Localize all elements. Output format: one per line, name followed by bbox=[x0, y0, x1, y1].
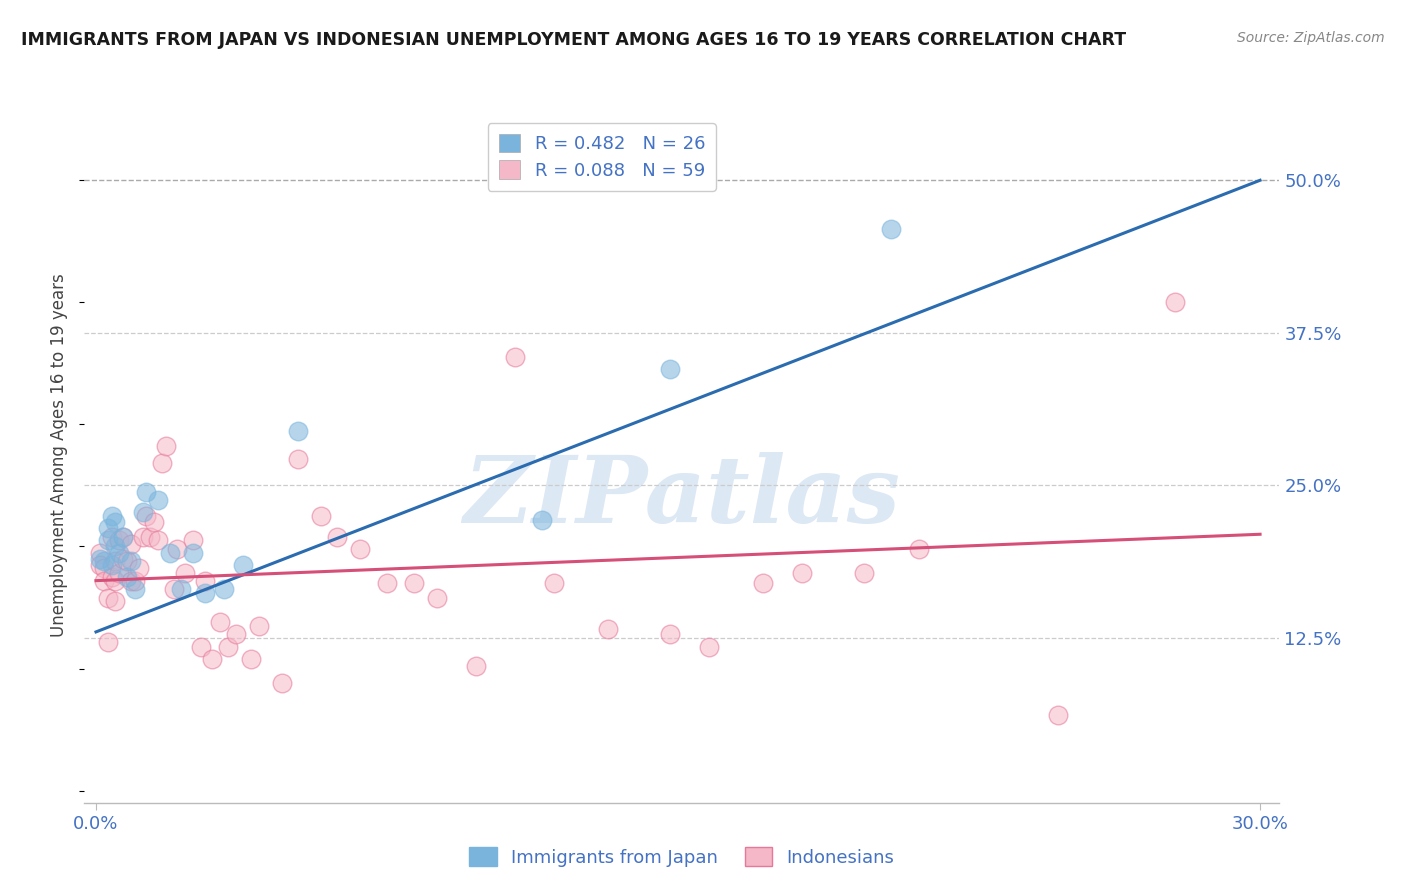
Point bbox=[212, 582, 235, 597]
Point bbox=[104, 554, 127, 568]
Point bbox=[97, 521, 120, 535]
Point bbox=[131, 505, 153, 519]
Text: IMMIGRANTS FROM JAPAN VS INDONESIAN UNEMPLOYMENT AMONG AGES 16 TO 19 YEARS CORRE: IMMIGRANTS FROM JAPAN VS INDONESIAN UNEM… bbox=[21, 31, 1126, 49]
Point bbox=[120, 537, 142, 551]
Point bbox=[93, 554, 115, 568]
Point bbox=[247, 619, 270, 633]
Point bbox=[232, 558, 254, 572]
Point bbox=[93, 561, 115, 575]
Point bbox=[598, 623, 620, 637]
Point bbox=[659, 362, 682, 376]
Point bbox=[543, 576, 565, 591]
Point bbox=[194, 574, 217, 588]
Point bbox=[162, 582, 184, 597]
Point bbox=[465, 659, 488, 673]
Point bbox=[503, 351, 526, 365]
Point bbox=[115, 570, 138, 584]
Point bbox=[124, 574, 146, 588]
Point bbox=[112, 530, 135, 544]
Point bbox=[190, 640, 212, 654]
Point bbox=[100, 558, 122, 572]
Point bbox=[287, 424, 309, 438]
Point bbox=[89, 545, 111, 559]
Point bbox=[112, 530, 135, 544]
Point bbox=[135, 484, 157, 499]
Point bbox=[104, 540, 127, 554]
Point bbox=[907, 541, 929, 556]
Point bbox=[194, 586, 217, 600]
Point bbox=[120, 554, 142, 568]
Point bbox=[104, 574, 127, 588]
Point bbox=[375, 576, 398, 591]
Point bbox=[792, 566, 814, 581]
Point bbox=[139, 530, 162, 544]
Point bbox=[225, 627, 247, 641]
Point bbox=[124, 582, 146, 597]
Point bbox=[531, 513, 554, 527]
Point bbox=[104, 594, 127, 608]
Point bbox=[880, 222, 903, 236]
Point bbox=[209, 615, 232, 629]
Point bbox=[287, 451, 309, 466]
Point bbox=[89, 558, 111, 572]
Y-axis label: Unemployment Among Ages 16 to 19 years: Unemployment Among Ages 16 to 19 years bbox=[51, 273, 69, 637]
Point bbox=[217, 640, 239, 654]
Point bbox=[166, 541, 188, 556]
Point bbox=[1163, 295, 1185, 310]
Point bbox=[135, 508, 157, 523]
Point bbox=[659, 627, 682, 641]
Point bbox=[93, 574, 115, 588]
Point bbox=[1047, 707, 1070, 722]
Point bbox=[240, 652, 263, 666]
Point bbox=[128, 561, 150, 575]
Point bbox=[100, 508, 122, 523]
Point bbox=[131, 530, 153, 544]
Point bbox=[181, 533, 204, 548]
Point bbox=[752, 576, 775, 591]
Point bbox=[174, 566, 197, 581]
Point bbox=[201, 652, 224, 666]
Point bbox=[170, 582, 193, 597]
Point bbox=[271, 676, 294, 690]
Point bbox=[115, 554, 138, 568]
Point bbox=[100, 570, 122, 584]
Point bbox=[853, 566, 876, 581]
Point bbox=[120, 574, 142, 588]
Legend: Immigrants from Japan, Indonesians: Immigrants from Japan, Indonesians bbox=[463, 840, 901, 874]
Point bbox=[108, 566, 131, 581]
Point bbox=[104, 515, 127, 529]
Point bbox=[89, 551, 111, 566]
Point bbox=[146, 533, 169, 548]
Point bbox=[404, 576, 426, 591]
Point bbox=[112, 551, 135, 566]
Point bbox=[97, 533, 120, 548]
Point bbox=[325, 530, 347, 544]
Point bbox=[349, 541, 371, 556]
Point bbox=[146, 493, 169, 508]
Point bbox=[108, 533, 131, 548]
Point bbox=[97, 634, 120, 648]
Point bbox=[108, 545, 131, 559]
Point bbox=[97, 591, 120, 605]
Point bbox=[697, 640, 720, 654]
Text: Source: ZipAtlas.com: Source: ZipAtlas.com bbox=[1237, 31, 1385, 45]
Point bbox=[143, 515, 166, 529]
Point bbox=[426, 591, 449, 605]
Point bbox=[309, 508, 332, 523]
Point bbox=[181, 545, 204, 559]
Point bbox=[155, 439, 177, 453]
Point bbox=[100, 530, 122, 544]
Text: ZIPatlas: ZIPatlas bbox=[464, 451, 900, 541]
Point bbox=[150, 457, 173, 471]
Point bbox=[159, 545, 181, 559]
